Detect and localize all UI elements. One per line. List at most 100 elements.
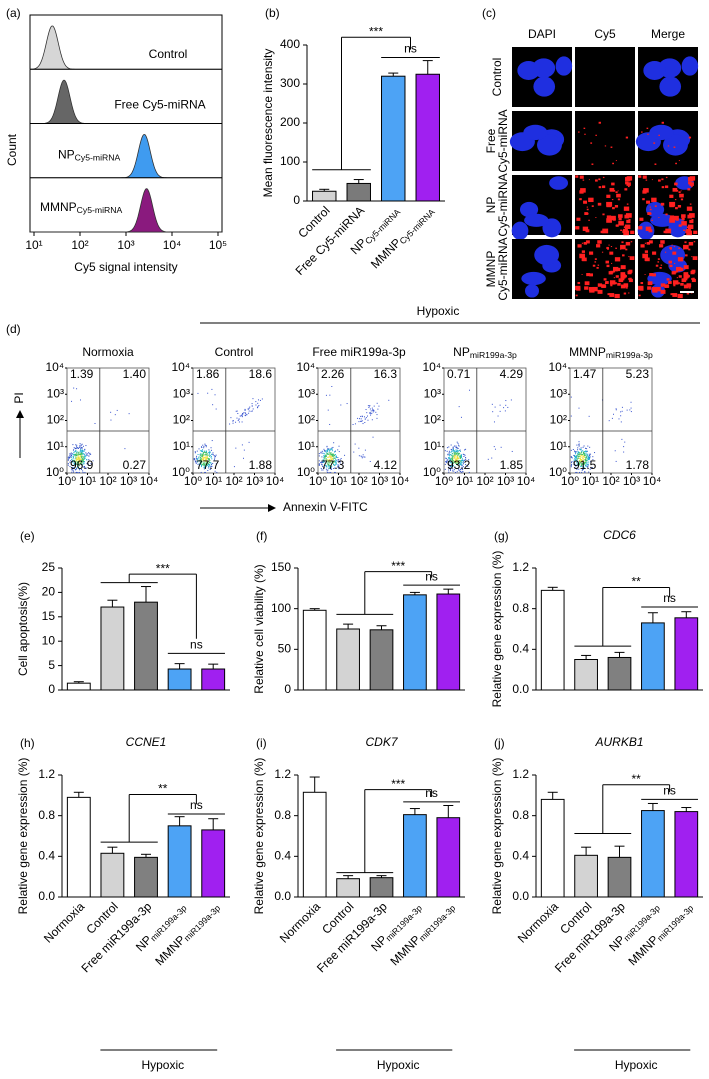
event-dot bbox=[446, 462, 448, 464]
cy5-signal bbox=[660, 264, 663, 266]
event-dot bbox=[457, 453, 459, 455]
cy5-signal bbox=[616, 267, 621, 272]
event-dot bbox=[327, 448, 329, 450]
event-dot bbox=[77, 465, 79, 467]
cy5-signal bbox=[691, 278, 696, 283]
event-dot bbox=[335, 462, 337, 464]
event-dot bbox=[452, 459, 454, 461]
event-dot bbox=[202, 460, 204, 462]
event-dot bbox=[209, 455, 211, 457]
event-dot bbox=[329, 394, 331, 396]
cy5-signal bbox=[677, 293, 683, 299]
cy5-signal bbox=[614, 282, 617, 285]
event-dot bbox=[580, 453, 582, 455]
event-dot bbox=[206, 464, 208, 466]
event-dot bbox=[200, 471, 202, 473]
event-dot bbox=[67, 464, 69, 466]
event-dot bbox=[583, 465, 585, 467]
cy5-signal bbox=[581, 242, 584, 244]
event-dot bbox=[195, 457, 197, 459]
cy5-signal bbox=[612, 266, 619, 272]
y-tick-label: 0.8 bbox=[274, 808, 291, 822]
event-dot bbox=[575, 459, 577, 461]
nucleus bbox=[660, 244, 686, 266]
event-dot bbox=[577, 451, 579, 453]
event-dot bbox=[203, 460, 205, 462]
event-dot bbox=[208, 464, 210, 466]
event-dot bbox=[444, 450, 446, 452]
event-dot bbox=[71, 458, 73, 460]
quadrant-events bbox=[491, 399, 512, 423]
event-dot bbox=[244, 413, 246, 415]
event-dot bbox=[84, 448, 86, 450]
y-tick-label: 0.0 bbox=[274, 889, 291, 903]
event-dot bbox=[80, 452, 82, 454]
nucleus bbox=[521, 271, 546, 286]
cy5-signal bbox=[595, 179, 598, 182]
event-dot bbox=[585, 450, 587, 452]
event-dot bbox=[453, 468, 455, 470]
event-dot bbox=[328, 467, 330, 469]
event-dot bbox=[82, 470, 84, 472]
cy5-signal bbox=[614, 205, 619, 208]
event-dot bbox=[212, 404, 214, 406]
cy5-signal bbox=[677, 282, 680, 285]
event-dot bbox=[586, 451, 588, 453]
event-dot bbox=[326, 470, 328, 472]
event-dot bbox=[248, 441, 250, 443]
event-dot bbox=[73, 453, 75, 455]
group-label: Hypoxic bbox=[615, 1058, 658, 1072]
cy5-signal bbox=[688, 287, 691, 289]
cy5-signal bbox=[623, 230, 630, 236]
quadrant-label: 0.27 bbox=[123, 458, 147, 472]
event-dot bbox=[583, 463, 585, 465]
event-dot bbox=[204, 451, 206, 453]
cy5-signal bbox=[673, 284, 676, 287]
event-dot bbox=[258, 405, 260, 407]
event-dot bbox=[76, 471, 78, 473]
event-dot bbox=[198, 448, 200, 450]
event-dot bbox=[460, 460, 462, 462]
cy5-signal bbox=[583, 241, 588, 245]
event-dot bbox=[456, 460, 458, 462]
event-dot bbox=[447, 459, 449, 461]
event-dot bbox=[451, 459, 453, 461]
x-tick-label: 10⁰ bbox=[435, 474, 453, 488]
event-dot bbox=[454, 451, 456, 453]
cy5-signal bbox=[614, 257, 621, 262]
y-axis-label: Relative gene expression (%) bbox=[490, 551, 504, 708]
event-dot bbox=[492, 411, 494, 413]
event-dot bbox=[458, 468, 460, 470]
cy5-signal bbox=[660, 202, 665, 206]
event-dot bbox=[455, 450, 457, 452]
bar bbox=[436, 817, 461, 898]
cy5-signal bbox=[669, 248, 673, 250]
event-dot bbox=[205, 450, 207, 452]
event-dot bbox=[209, 450, 211, 452]
event-dot bbox=[76, 446, 78, 448]
event-dot bbox=[239, 415, 241, 417]
event-dot bbox=[327, 459, 329, 461]
event-dot bbox=[82, 455, 84, 457]
y-tick-label: 10⁰ bbox=[423, 465, 441, 479]
event-dot bbox=[578, 463, 580, 465]
event-dot bbox=[571, 463, 573, 465]
event-dot bbox=[585, 455, 587, 457]
event-dot bbox=[331, 468, 333, 470]
event-dot bbox=[329, 423, 331, 425]
event-dot bbox=[505, 400, 507, 402]
quadrant-label: 4.12 bbox=[374, 458, 398, 472]
micrograph bbox=[575, 47, 635, 107]
event-dot bbox=[207, 467, 209, 469]
y-tick-label: 10¹ bbox=[47, 439, 64, 453]
event-dot bbox=[582, 451, 584, 453]
event-dot bbox=[75, 464, 77, 466]
cy5-signal bbox=[588, 197, 594, 203]
event-dot bbox=[70, 460, 72, 462]
event-dot bbox=[72, 457, 74, 459]
y-tick-label: 10 bbox=[42, 633, 56, 647]
bar bbox=[381, 75, 406, 202]
event-dot bbox=[594, 452, 596, 454]
event-dot bbox=[462, 453, 464, 455]
